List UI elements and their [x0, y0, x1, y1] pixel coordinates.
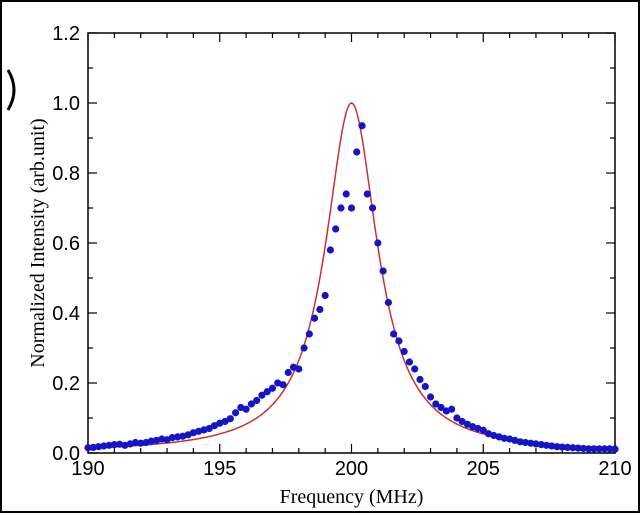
data-point — [595, 445, 603, 453]
data-point — [579, 444, 587, 453]
x-tick-label: 205 — [467, 458, 500, 480]
data-point — [347, 204, 356, 212]
data-point — [158, 435, 166, 443]
data-point — [205, 424, 213, 433]
data-point — [479, 426, 487, 434]
data-point — [384, 298, 392, 307]
data-point — [548, 442, 556, 450]
data-point — [400, 347, 408, 356]
data-points — [84, 122, 619, 453]
data-point — [221, 417, 229, 426]
data-point — [358, 122, 366, 130]
y-tick-label: 0.4 — [52, 303, 80, 325]
data-point — [405, 358, 414, 366]
data-point — [105, 441, 113, 449]
data-point — [527, 439, 535, 447]
y-tick-label: 0.8 — [52, 163, 80, 185]
data-point — [263, 388, 271, 396]
data-point — [305, 330, 313, 338]
data-point — [258, 391, 266, 399]
data-point — [368, 204, 377, 212]
data-point — [321, 291, 329, 300]
y-tick-label: 0.6 — [52, 233, 80, 255]
data-point — [516, 438, 524, 446]
data-point — [542, 441, 551, 449]
data-point — [100, 442, 108, 450]
data-point — [363, 190, 371, 198]
data-point — [253, 396, 261, 405]
data-point — [173, 433, 182, 441]
data-point — [353, 148, 361, 156]
y-axis-title: Normalized Intensity (arb.unit) — [27, 118, 49, 367]
data-point — [426, 393, 435, 401]
data-point — [242, 405, 250, 413]
data-point — [374, 239, 382, 247]
data-point — [606, 445, 614, 453]
data-point — [585, 445, 593, 453]
y-tick-label: 0.0 — [52, 443, 80, 465]
data-point — [537, 441, 545, 449]
data-point — [332, 225, 340, 233]
data-point — [390, 330, 398, 338]
y-axis-tick-labels: 0.0 0.2 0.4 0.6 0.8 1.0 1.2 — [52, 23, 80, 465]
data-point — [337, 204, 345, 212]
data-point — [131, 438, 140, 447]
data-point — [231, 409, 240, 417]
data-point — [316, 305, 324, 314]
data-point — [532, 440, 540, 448]
x-tick-label: 200 — [335, 458, 368, 480]
data-point — [600, 445, 609, 453]
data-point — [416, 375, 424, 384]
data-point — [590, 445, 598, 453]
data-point — [432, 400, 440, 408]
data-point — [563, 443, 572, 451]
data-point — [411, 365, 419, 373]
data-point — [437, 403, 445, 412]
data-point — [553, 443, 561, 451]
data-point — [500, 434, 508, 442]
data-point — [342, 190, 350, 198]
x-tick-label: 190 — [71, 458, 104, 480]
data-point — [268, 384, 277, 392]
data-point — [326, 246, 335, 254]
data-point — [453, 414, 461, 422]
x-axis-tick-labels: 190 195 200 205 210 — [71, 458, 631, 480]
data-point — [279, 381, 287, 389]
data-point — [247, 400, 255, 408]
data-point — [458, 417, 466, 426]
data-point — [421, 382, 429, 391]
x-tick-label: 195 — [203, 458, 236, 480]
edge-fragment — [6, 69, 16, 111]
data-point — [137, 439, 145, 447]
data-point — [147, 437, 155, 445]
y-tick-label: 1.0 — [52, 93, 80, 115]
data-point — [94, 443, 103, 451]
data-point — [284, 368, 292, 377]
data-point — [311, 314, 319, 322]
data-point — [448, 405, 456, 413]
data-point — [84, 444, 92, 452]
data-point — [569, 444, 577, 452]
x-axis-title: Frequency (MHz) — [280, 486, 424, 508]
data-point — [521, 438, 530, 447]
data-point — [558, 443, 566, 451]
data-point — [611, 445, 619, 453]
data-point — [295, 365, 303, 373]
y-axis-ticks — [88, 32, 615, 454]
x-tick-label: 210 — [598, 458, 631, 480]
y-tick-label: 0.2 — [52, 373, 80, 395]
data-point — [226, 415, 234, 423]
data-point — [379, 267, 387, 275]
data-point — [300, 344, 308, 352]
data-point — [574, 444, 582, 452]
data-point — [168, 434, 176, 442]
data-point — [395, 337, 403, 345]
data-point — [110, 441, 118, 449]
y-tick-label: 1.2 — [52, 23, 80, 45]
data-point — [89, 443, 97, 451]
